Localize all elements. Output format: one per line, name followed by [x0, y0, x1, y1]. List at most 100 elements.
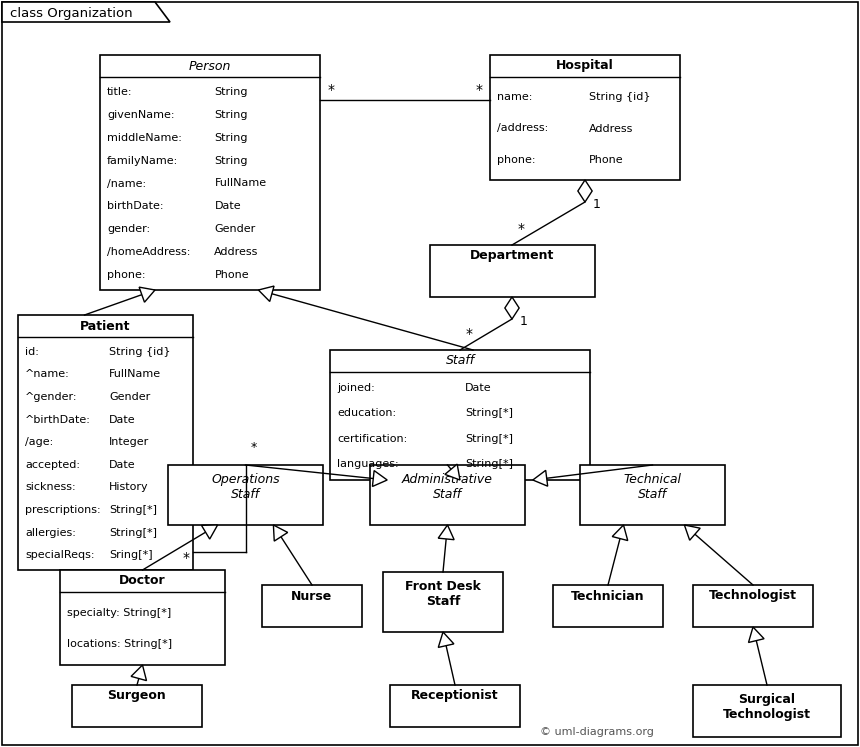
Text: /name:: /name: [107, 179, 146, 188]
Text: phone:: phone: [107, 270, 145, 280]
Polygon shape [578, 180, 593, 202]
Text: Integer: Integer [109, 437, 150, 447]
Text: Doctor: Doctor [120, 574, 166, 587]
Text: Technician: Technician [571, 589, 645, 603]
Text: String: String [214, 87, 248, 97]
Text: 1: 1 [520, 315, 528, 328]
Text: /address:: /address: [497, 123, 549, 134]
Polygon shape [439, 632, 454, 648]
Bar [72, 685, 202, 727]
Text: Phone: Phone [214, 270, 249, 280]
Text: Hospital: Hospital [556, 60, 614, 72]
Bar [383, 572, 503, 632]
Text: FullName: FullName [214, 179, 267, 188]
Polygon shape [131, 665, 146, 681]
Text: *: * [476, 83, 483, 97]
Text: ^name:: ^name: [25, 369, 70, 379]
Text: String {id}: String {id} [109, 347, 170, 357]
Text: joined:: joined: [337, 383, 375, 394]
Text: Receptionist: Receptionist [411, 689, 499, 702]
Text: /homeAddress:: /homeAddress: [107, 247, 190, 257]
Bar [430, 245, 595, 297]
Text: String[*]: String[*] [109, 505, 157, 515]
Text: prescriptions:: prescriptions: [25, 505, 101, 515]
Text: gender:: gender: [107, 224, 150, 235]
Bar [693, 585, 813, 627]
Text: name:: name: [497, 93, 532, 102]
Text: Administrative
Staff: Administrative Staff [402, 473, 493, 501]
Text: ^gender:: ^gender: [25, 392, 77, 402]
Text: title:: title: [107, 87, 132, 97]
Text: String {id}: String {id} [589, 93, 650, 102]
Text: education:: education: [337, 409, 396, 418]
Text: allergies:: allergies: [25, 527, 76, 538]
Text: Phone: Phone [589, 155, 624, 164]
Text: *: * [250, 441, 257, 454]
Bar [553, 585, 663, 627]
Text: class Organization: class Organization [10, 7, 132, 19]
Text: String: String [214, 110, 248, 120]
Text: Front Desk
Staff: Front Desk Staff [405, 580, 481, 608]
Text: Operations
Staff: Operations Staff [212, 473, 280, 501]
Text: Gender: Gender [214, 224, 255, 235]
Text: Address: Address [589, 123, 633, 134]
Text: locations: String[*]: locations: String[*] [67, 639, 172, 649]
Text: Date: Date [214, 202, 241, 211]
Text: familyName:: familyName: [107, 155, 178, 166]
Text: middleName:: middleName: [107, 133, 181, 143]
Text: accepted:: accepted: [25, 460, 80, 470]
Text: Person: Person [189, 60, 231, 72]
Bar [18, 315, 193, 570]
Bar [100, 55, 320, 290]
Text: © uml-diagrams.org: © uml-diagrams.org [540, 727, 654, 737]
Text: birthDate:: birthDate: [107, 202, 163, 211]
Polygon shape [139, 287, 155, 303]
Text: *: * [183, 551, 190, 565]
Bar [693, 685, 841, 737]
Text: givenName:: givenName: [107, 110, 175, 120]
Text: phone:: phone: [497, 155, 536, 164]
Polygon shape [685, 525, 700, 540]
Bar [60, 570, 225, 665]
Polygon shape [201, 525, 218, 539]
Text: Date: Date [109, 460, 136, 470]
Polygon shape [439, 525, 454, 539]
Text: *: * [518, 222, 525, 236]
Bar [262, 585, 362, 627]
Text: FullName: FullName [109, 369, 161, 379]
Text: Surgeon: Surgeon [108, 689, 166, 702]
Text: String[*]: String[*] [465, 409, 513, 418]
Text: Sring[*]: Sring[*] [109, 551, 152, 560]
Text: *: * [328, 83, 335, 97]
Text: String: String [214, 133, 248, 143]
Text: Nurse: Nurse [292, 589, 333, 603]
Text: Department: Department [470, 249, 555, 262]
Polygon shape [2, 2, 170, 22]
Bar [390, 685, 520, 727]
Text: Gender: Gender [109, 392, 150, 402]
Text: Staff: Staff [445, 355, 475, 368]
Text: String[*]: String[*] [465, 433, 513, 444]
Polygon shape [748, 627, 764, 642]
Text: Surgical
Technologist: Surgical Technologist [723, 693, 811, 721]
Text: Date: Date [109, 415, 136, 424]
Text: String[*]: String[*] [465, 459, 513, 468]
Polygon shape [273, 525, 288, 541]
Polygon shape [372, 471, 387, 486]
Text: Address: Address [214, 247, 259, 257]
Bar [330, 350, 590, 480]
Text: History: History [109, 483, 149, 492]
Text: certification:: certification: [337, 433, 408, 444]
Text: specialReqs:: specialReqs: [25, 551, 95, 560]
Bar [370, 465, 525, 525]
Text: /age:: /age: [25, 437, 53, 447]
Polygon shape [445, 464, 460, 480]
Text: String[*]: String[*] [109, 527, 157, 538]
Text: Technical
Staff: Technical Staff [624, 473, 681, 501]
Bar [580, 465, 725, 525]
Text: id:: id: [25, 347, 39, 357]
Polygon shape [258, 286, 274, 302]
Text: Patient: Patient [80, 320, 131, 332]
Text: *: * [466, 327, 473, 341]
Text: specialty: String[*]: specialty: String[*] [67, 607, 171, 618]
